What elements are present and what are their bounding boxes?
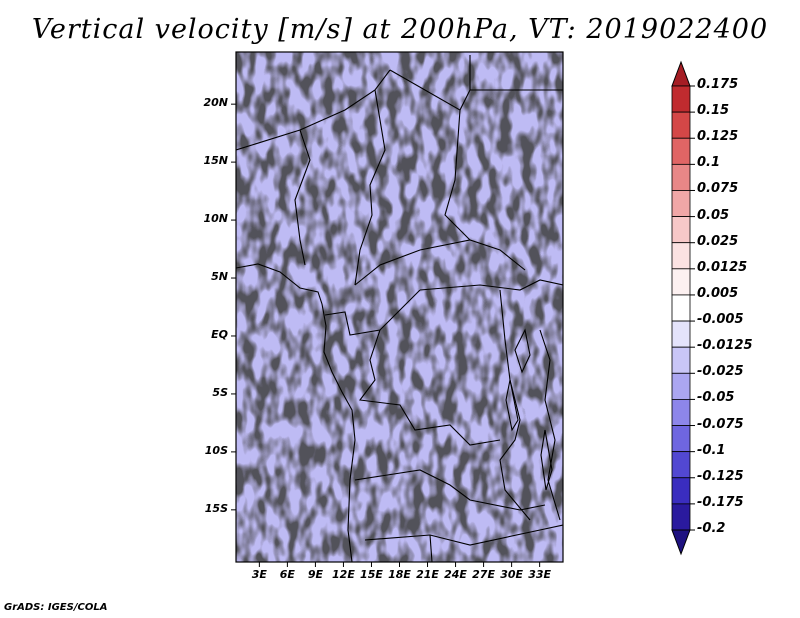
border-line: [389, 69, 471, 241]
colorbar-label: 0.175: [697, 77, 739, 92]
colorbar-label: 0.15: [697, 103, 730, 119]
colorbar-label: 0.05: [697, 207, 730, 223]
lon-label: 12E: [332, 568, 355, 581]
lake-outline: [514, 328, 531, 374]
colorbar-label: 0.125: [697, 129, 739, 145]
colorbar-swatch: [671, 85, 691, 113]
country-borders: [236, 55, 563, 562]
border-line: [354, 239, 526, 286]
colorbar-label: -0.005: [697, 312, 744, 328]
colorbar-swatch: [671, 320, 691, 348]
colorbar-swatch: [671, 190, 691, 217]
colorbar-top-arrow: [671, 60, 691, 87]
border-line: [539, 329, 561, 521]
colorbar-label: -0.0125: [697, 338, 753, 354]
colorbar-swatch: [671, 242, 691, 270]
colorbar-label: -0.075: [697, 416, 744, 432]
lon-label: 21E: [416, 568, 439, 581]
colorbar-swatch: [671, 477, 691, 505]
colorbar-swatch: [671, 425, 691, 453]
colorbar-label: 0.025: [697, 233, 739, 249]
colorbar-label: -0.175: [697, 494, 744, 510]
lon-label: 27E: [472, 568, 495, 581]
colorbar-swatch: [671, 503, 691, 531]
colorbar-swatch: [671, 451, 691, 479]
coastline: [236, 263, 356, 562]
map-title: Vertical velocity [m/s] at 200hPa, VT: 2…: [31, 14, 769, 45]
colorbar-swatch: [671, 137, 691, 165]
border-line: [419, 279, 563, 291]
lake-outline: [505, 379, 519, 432]
lon-label: 24E: [444, 568, 467, 581]
border-line: [236, 69, 391, 151]
lon-label: 15E: [360, 568, 383, 581]
border-line: [324, 289, 421, 336]
lon-label: 6E: [279, 568, 295, 581]
lat-label: 5N: [211, 270, 228, 284]
colorbar-swatch: [671, 346, 691, 374]
colorbar-label: -0.05: [697, 390, 735, 406]
colorbar-label: -0.1: [697, 442, 726, 458]
border-line: [358, 329, 501, 446]
colorbar-swatch: [671, 163, 691, 191]
border-line: [499, 289, 531, 521]
colorbar-swatch: [671, 294, 691, 322]
colorbar-swatch: [671, 372, 691, 400]
colorbar-label: 0.1: [697, 155, 721, 171]
colorbar-label: 0.005: [697, 285, 739, 301]
border-line: [294, 129, 311, 266]
colorbar-label: -0.2: [697, 521, 726, 536]
lon-label: 9E: [307, 568, 323, 581]
lon-label: 18E: [388, 568, 411, 581]
lat-label: 20N: [203, 96, 228, 110]
colorbar-label: -0.125: [697, 468, 744, 484]
lon-label: 30E: [500, 568, 524, 581]
colorbar-swatch: [671, 268, 691, 296]
lat-label: EQ: [211, 327, 228, 341]
colorbar-label: -0.025: [697, 364, 744, 380]
lake-outline: [540, 429, 553, 491]
colorbar-swatch: [671, 399, 691, 426]
lat-label: 5S: [212, 385, 228, 399]
colorbar-label: 0.075: [697, 181, 739, 197]
colorbar-label: 0.0125: [697, 259, 748, 275]
border-line: [459, 55, 471, 111]
border-line: [429, 534, 433, 562]
velocity-field: [236, 52, 563, 562]
lat-label: 10N: [203, 212, 228, 226]
border-line: [354, 469, 546, 511]
border-line: [364, 524, 563, 546]
grads-credit: GrADS: IGES/COLA: [4, 602, 108, 613]
lat-label: 15S: [204, 501, 228, 515]
lat-label: 10S: [204, 443, 228, 457]
lon-label: 3E: [251, 568, 267, 581]
lat-label: 15N: [203, 154, 228, 168]
colorbar-swatch: [671, 111, 691, 139]
colorbar: [671, 60, 695, 556]
lon-label: 33E: [528, 568, 552, 581]
colorbar-bottom-arrow: [671, 529, 691, 556]
colorbar-swatch: [671, 216, 691, 244]
border-line: [354, 89, 386, 286]
